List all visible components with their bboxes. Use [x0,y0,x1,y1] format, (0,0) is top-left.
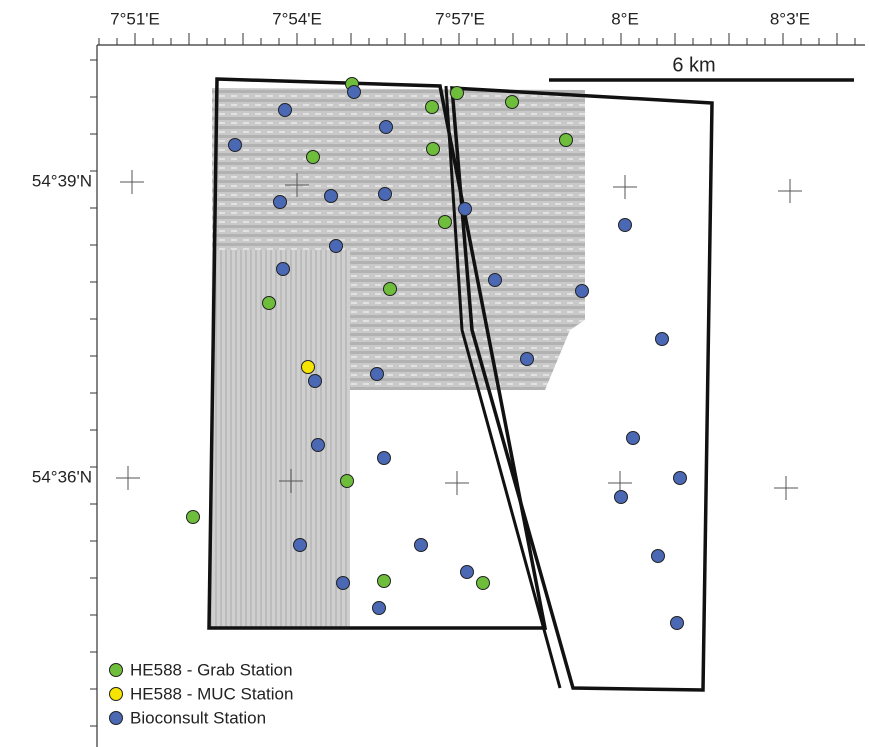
x-axis-label: 7°57'E [435,9,485,28]
station [489,274,502,287]
station [312,439,325,452]
station [378,575,391,588]
station [671,617,684,630]
station [229,139,242,152]
station [674,472,687,485]
station [330,240,343,253]
scale-label: 6 km [672,54,715,76]
station [576,285,589,298]
station [560,134,573,147]
station [337,577,350,590]
station [379,188,392,201]
legend-marker [110,664,123,677]
legend-label: HE588 - Grab Station [130,660,293,679]
station [274,196,287,209]
x-axis-label: 8°E [611,9,639,28]
legend-label: HE588 - MUC Station [130,684,293,703]
station [309,375,322,388]
station [459,203,472,216]
station [506,96,519,109]
page: 6 km 7°51'E 7°54'E 7°57'E 8°E 8°3'E 54°3… [0,0,869,747]
y-axis-label: 54°36'N [32,467,92,486]
station [627,432,640,445]
station [325,190,338,203]
station [451,87,464,100]
station [619,219,632,232]
station [373,602,386,615]
station [302,361,315,374]
station [294,539,307,552]
station [384,283,397,296]
station [371,368,384,381]
sonar-mosaic [210,250,350,628]
station [521,353,534,366]
station [348,86,361,99]
station [656,333,669,346]
x-axis-label: 7°54'E [272,9,322,28]
station [427,143,440,156]
station [279,104,292,117]
legend-marker [110,688,123,701]
legend: HE588 - Grab Station HE588 - MUC Station… [110,660,294,727]
station [426,101,439,114]
legend-label: Bioconsult Station [130,708,266,727]
map: 6 km 7°51'E 7°54'E 7°57'E 8°E 8°3'E 54°3… [0,0,869,747]
station [378,452,391,465]
station [461,566,474,579]
station [477,577,490,590]
x-axis-label: 7°51'E [110,9,160,28]
station [415,539,428,552]
station [263,297,276,310]
station [277,263,290,276]
x-axis-label: 8°3'E [770,9,810,28]
station [439,216,452,229]
station [380,121,393,134]
legend-marker [110,712,123,725]
station [615,491,628,504]
station [187,511,200,524]
station [652,550,665,563]
station [307,151,320,164]
y-axis-label: 54°39'N [32,171,92,190]
station [341,475,354,488]
